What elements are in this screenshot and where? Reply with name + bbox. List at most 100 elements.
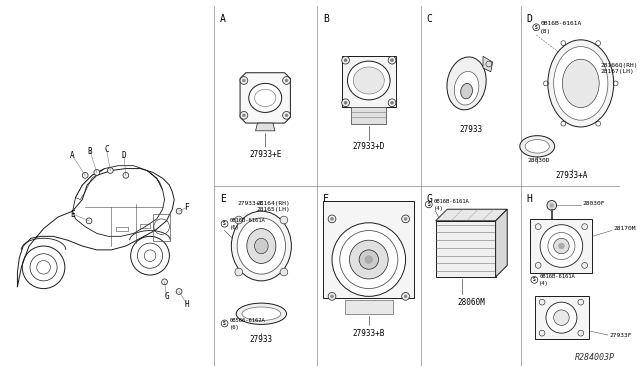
Circle shape xyxy=(235,216,243,224)
Text: S: S xyxy=(223,321,226,326)
Circle shape xyxy=(582,224,588,230)
Ellipse shape xyxy=(447,57,486,110)
Circle shape xyxy=(235,268,243,276)
Circle shape xyxy=(402,292,410,300)
Bar xyxy=(116,227,128,231)
Circle shape xyxy=(240,112,248,119)
Ellipse shape xyxy=(554,46,608,120)
Polygon shape xyxy=(436,209,508,221)
Circle shape xyxy=(328,292,336,300)
Circle shape xyxy=(554,310,569,326)
Text: 0B16B-6161A: 0B16B-6161A xyxy=(229,218,265,223)
Circle shape xyxy=(342,56,349,64)
Text: (6): (6) xyxy=(229,325,239,330)
Ellipse shape xyxy=(242,307,281,321)
Circle shape xyxy=(539,330,545,336)
Text: A: A xyxy=(70,151,75,160)
Circle shape xyxy=(123,173,129,178)
Text: B: B xyxy=(88,147,92,155)
Text: D: D xyxy=(122,151,126,160)
Circle shape xyxy=(283,77,291,84)
Polygon shape xyxy=(342,56,396,107)
Circle shape xyxy=(243,79,245,82)
Text: R284003P: R284003P xyxy=(575,353,614,362)
Text: 28170M: 28170M xyxy=(614,226,636,231)
Polygon shape xyxy=(495,209,508,277)
Circle shape xyxy=(162,279,168,285)
Circle shape xyxy=(176,208,182,214)
Bar xyxy=(531,219,593,273)
Circle shape xyxy=(331,218,333,220)
Circle shape xyxy=(546,302,577,333)
Circle shape xyxy=(240,77,248,84)
Polygon shape xyxy=(483,56,493,72)
Text: (6): (6) xyxy=(229,225,239,230)
Circle shape xyxy=(342,99,349,107)
Circle shape xyxy=(94,170,100,175)
Text: S: S xyxy=(223,221,226,226)
Text: (4): (4) xyxy=(434,206,444,211)
Text: 27933F: 27933F xyxy=(610,333,632,337)
Text: B: B xyxy=(323,14,329,24)
Circle shape xyxy=(582,263,588,268)
Bar xyxy=(140,224,150,228)
Ellipse shape xyxy=(348,61,390,100)
Text: E: E xyxy=(220,194,226,204)
Circle shape xyxy=(404,295,407,298)
Text: 28164(RH)
28165(LH): 28164(RH) 28165(LH) xyxy=(257,202,291,212)
Text: 27933: 27933 xyxy=(250,336,273,344)
Text: 28166Q(RH)
28167(LH): 28166Q(RH) 28167(LH) xyxy=(600,64,637,74)
Bar xyxy=(323,202,414,298)
Circle shape xyxy=(578,330,584,336)
Text: 27933+D: 27933+D xyxy=(353,142,385,151)
Text: F: F xyxy=(323,194,329,204)
Circle shape xyxy=(559,243,564,249)
Circle shape xyxy=(176,289,182,294)
Circle shape xyxy=(390,101,394,104)
Text: 0B16B-6161A: 0B16B-6161A xyxy=(434,199,469,204)
Circle shape xyxy=(86,218,92,224)
Bar xyxy=(535,296,589,339)
Circle shape xyxy=(365,256,372,263)
Ellipse shape xyxy=(353,67,384,94)
Circle shape xyxy=(332,223,406,296)
Ellipse shape xyxy=(236,303,287,324)
Text: 27933+A: 27933+A xyxy=(556,171,588,180)
Text: (8): (8) xyxy=(540,29,552,33)
Text: G: G xyxy=(427,194,433,204)
Ellipse shape xyxy=(461,83,472,99)
Text: C: C xyxy=(427,14,433,24)
Text: E: E xyxy=(70,209,75,219)
Text: S: S xyxy=(533,278,536,282)
Text: 0B16B-6161A: 0B16B-6161A xyxy=(539,275,575,279)
Circle shape xyxy=(390,59,394,62)
Circle shape xyxy=(535,224,541,230)
Ellipse shape xyxy=(548,40,614,127)
Polygon shape xyxy=(240,73,291,123)
Text: S: S xyxy=(428,202,430,207)
Ellipse shape xyxy=(525,140,549,153)
Ellipse shape xyxy=(563,59,599,108)
Text: 27933+B: 27933+B xyxy=(353,328,385,338)
Text: F: F xyxy=(184,203,189,212)
Text: S: S xyxy=(535,25,538,30)
Circle shape xyxy=(280,216,288,224)
Circle shape xyxy=(578,299,584,305)
Circle shape xyxy=(108,168,113,173)
Ellipse shape xyxy=(255,238,268,254)
Circle shape xyxy=(285,114,288,117)
Polygon shape xyxy=(255,123,275,131)
Circle shape xyxy=(83,173,88,178)
Text: 27933+C: 27933+C xyxy=(237,202,264,206)
Ellipse shape xyxy=(454,71,479,105)
Text: 27933: 27933 xyxy=(460,125,483,134)
Circle shape xyxy=(283,112,291,119)
Circle shape xyxy=(535,263,541,268)
Text: 0B566-6162A: 0B566-6162A xyxy=(229,318,265,323)
Circle shape xyxy=(344,59,347,62)
Text: 28030D: 28030D xyxy=(527,158,550,163)
Bar xyxy=(344,300,393,314)
Text: 28060M: 28060M xyxy=(458,298,485,307)
Circle shape xyxy=(344,101,347,104)
Bar xyxy=(153,214,170,241)
